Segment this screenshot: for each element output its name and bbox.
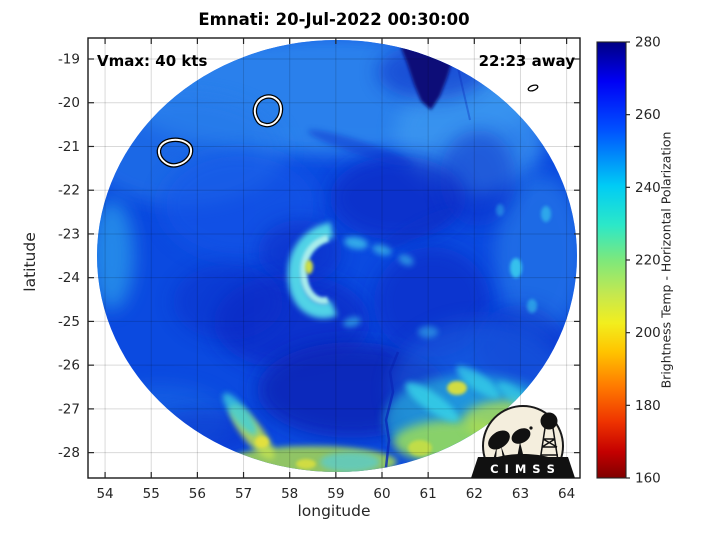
colorbar-tick-label: 220 xyxy=(635,253,661,269)
vmax-annotation: Vmax: 40 kts xyxy=(97,52,208,70)
swath-seam xyxy=(383,351,400,472)
x-tick-label: 63 xyxy=(512,486,529,502)
colorbar-tick-label: 180 xyxy=(635,398,661,414)
x-tick-label: 62 xyxy=(466,486,483,502)
colorbar-tick-label: 160 xyxy=(635,471,661,487)
y-tick-label: -22 xyxy=(58,183,80,199)
y-tick-label: -23 xyxy=(58,226,80,242)
y-tick-label: -25 xyxy=(58,314,80,330)
x-tick-label: 54 xyxy=(96,486,113,502)
tiny-contour xyxy=(527,84,539,92)
y-tick-label: -20 xyxy=(58,95,80,111)
y-tick-label: -26 xyxy=(58,358,80,374)
y-tick-label: -19 xyxy=(58,51,80,67)
logo-banner xyxy=(471,457,575,478)
chart-title: Emnati: 20-Jul-2022 00:30:00 xyxy=(198,10,470,29)
x-tick-label: 59 xyxy=(327,486,344,502)
x-tick-label: 57 xyxy=(235,486,252,502)
y-tick-label: -28 xyxy=(58,445,80,461)
x-axis-label: longitude xyxy=(297,502,371,520)
x-tick-labels: 54 55 56 57 58 59 60 61 62 63 64 xyxy=(96,486,575,502)
colorbar-tick-labels: 280 260 240 220 200 180 160 xyxy=(635,35,661,487)
time-annotation: 22:23 away xyxy=(478,52,575,70)
logo-text: C I M S S xyxy=(490,462,556,476)
water-tower-icon xyxy=(539,412,559,462)
y-tick-label: -21 xyxy=(58,139,80,155)
colorbar-bar xyxy=(596,41,627,479)
colorbar-ticks xyxy=(626,41,630,479)
storm-center-band xyxy=(287,222,438,338)
x-tick-label: 56 xyxy=(189,486,206,502)
warm-region-south xyxy=(222,392,397,472)
y-tick-label: -27 xyxy=(58,401,80,417)
colorbar: 280 260 240 220 200 180 160 xyxy=(596,35,661,487)
colorbar-tick-label: 260 xyxy=(635,107,661,123)
tick-marks xyxy=(88,38,580,478)
coastline-contours xyxy=(156,84,539,168)
colorbar-tick-label: 240 xyxy=(635,180,661,196)
plot-box xyxy=(87,37,581,479)
x-tick-label: 58 xyxy=(281,486,298,502)
gridlines xyxy=(88,38,580,478)
colorbar-label: Brightness Temp - Horizontal Polarizatio… xyxy=(658,131,674,389)
y-tick-label: -24 xyxy=(58,270,80,286)
x-tick-label: 60 xyxy=(373,486,390,502)
y-tick-labels: -19 -20 -21 -22 -23 -24 -25 -26 -27 -28 xyxy=(58,51,80,461)
colorbar-tick-label: 280 xyxy=(635,35,661,51)
x-tick-label: 55 xyxy=(143,486,160,502)
cimss-logo: C I M S S xyxy=(471,405,575,478)
x-tick-label: 61 xyxy=(420,486,437,502)
colorbar-tick-label: 200 xyxy=(635,325,661,341)
x-tick-label: 64 xyxy=(558,486,575,502)
y-axis-label: latitude xyxy=(21,232,39,292)
